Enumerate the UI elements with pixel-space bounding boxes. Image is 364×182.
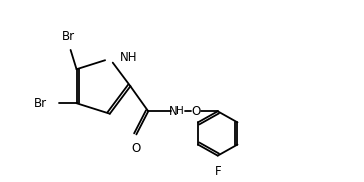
Text: H: H [176,106,184,116]
Text: O: O [191,105,201,118]
Text: Br: Br [62,30,75,43]
Text: N: N [169,105,177,118]
Text: NH: NH [120,51,137,64]
Text: O: O [132,142,141,155]
Text: F: F [214,165,221,178]
Text: Br: Br [33,97,47,110]
